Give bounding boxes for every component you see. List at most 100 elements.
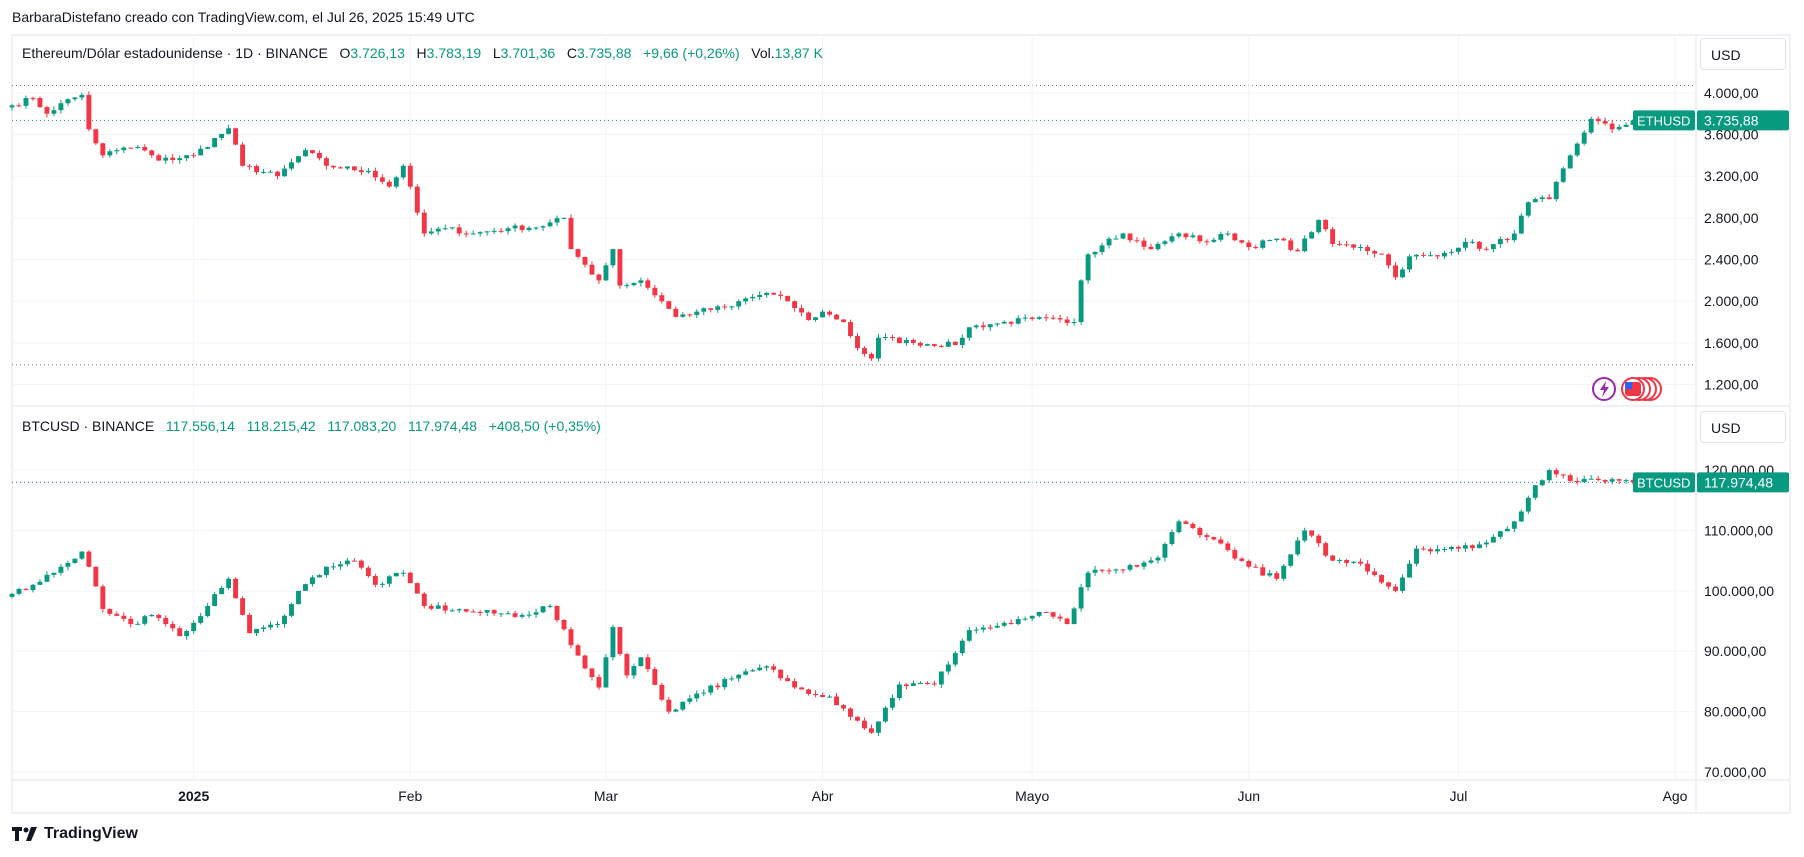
tradingview-brand-label: TradingView [44,825,138,842]
eth-candle-body [1141,240,1147,247]
btc-candle-body [1462,545,1468,549]
eth-candle-body [750,296,756,299]
eth-candle-body [715,306,721,310]
btc-low-value: 117.083,20 [327,418,397,434]
eth-candle-body [1323,219,1329,230]
eth-candle-body [1532,199,1538,203]
eth-candle-body [1588,118,1594,133]
btc-candle-body [1372,571,1378,576]
btc-candle-body [645,657,651,670]
tradingview-logo[interactable]: TradingView [12,825,138,843]
eth-candle-body [247,165,253,167]
eth-candle-body [959,337,965,345]
btc-change-value: +408,50 (+0,35%) [488,418,601,434]
btc-y-tick-label: 70.000,00 [1704,764,1766,780]
x-tick-label: Jul [1449,788,1467,804]
btc-candle-body [554,605,560,620]
btc-candle-body [764,666,770,668]
btc-candle-body [638,657,644,667]
eth-symbol-label[interactable]: Ethereum/Dólar estadounidense · 1D · BIN… [22,45,328,61]
eth-candle-body [806,312,812,320]
eth-candle-body [1050,317,1056,319]
btc-candle-body [1113,569,1119,571]
btc-price-tag: BTCUSD 117.974,48 [1633,472,1789,493]
btc-candle-body [107,608,113,614]
eth-candle-body [855,336,860,349]
eth-candle-body [393,177,399,187]
eth-candle-body [869,353,874,359]
btc-candle-body [1211,537,1217,540]
btc-candle-body [1106,570,1112,572]
btc-candle-body [1015,619,1021,625]
eth-candle-body [1218,233,1224,240]
eth-candle-body [51,110,57,114]
eth-candle-body [771,292,777,295]
eth-candle-body [358,170,364,173]
btc-price-tag-value: 117.974,48 [1704,474,1773,490]
btc-candle-body [491,610,497,614]
btc-candle-body [813,693,819,696]
btc-candle-body [1595,478,1601,481]
eth-y-tick-label: 1.600,00 [1704,335,1759,351]
btc-candle-body [1414,548,1419,564]
btc-candle-body [330,566,336,568]
btc-symbol-label[interactable]: BTCUSD · BINANCE [22,418,155,434]
btc-candle-body [100,586,106,609]
btc-candle-body [1386,582,1391,587]
eth-candle-body [1609,123,1615,130]
btc-candle-body [938,671,944,685]
btc-candle-body [666,699,672,712]
btc-candle-body [1169,532,1175,545]
btc-candle-body [1344,559,1350,563]
eth-candle-body [1001,321,1007,324]
eth-candle-body [792,301,798,309]
eth-candle-body [931,344,937,346]
eth-candle-body [1148,246,1154,250]
btc-candle-body [1120,569,1126,571]
btc-candle-body [582,655,588,669]
btc-candle-body [945,664,951,672]
eth-candle-body [219,133,225,139]
eth-candle-body [708,308,714,310]
btc-candle-body [1197,528,1203,536]
btc-candle-body [156,615,162,618]
btc-candle-body [212,594,218,606]
eth-currency-button[interactable]: USD [1700,38,1786,70]
eth-close-key: C [566,45,577,61]
btc-candle-body [1288,554,1294,566]
eth-candle-body [177,158,183,160]
btc-candle-body [903,684,909,686]
eth-candle-body [694,311,700,315]
btc-currency-button[interactable]: USD [1700,411,1786,443]
btc-candle-body [1448,546,1454,550]
eth-candle-body [1015,318,1021,324]
btc-candle-body [1442,549,1447,551]
btc-candle-body [987,627,993,629]
eth-candle-body [317,152,322,159]
eth-candle-body [1302,238,1308,252]
eth-candle-body [1225,233,1231,235]
x-tick-label: Jun [1238,788,1261,804]
eth-candle-body [645,280,651,288]
btc-y-tick-label: 100.000,00 [1704,583,1774,599]
eth-candle-body [233,128,239,145]
eth-change-value: +9,66 (+0,26%) [643,45,740,61]
btc-candle-body [1190,523,1196,529]
btc-candle-body [1043,611,1049,613]
btc-candle-body [533,612,539,615]
btc-candle-body [303,584,308,591]
btc-candle-body [1232,550,1238,559]
btc-candle-body [268,624,273,628]
btc-candle-body [149,615,155,617]
btc-candle-body [1428,549,1433,552]
btc-candle-body [58,566,64,573]
eth-candle-body [526,227,532,231]
btc-candle-body [435,605,441,609]
btc-candle-body [1162,544,1168,558]
btc-candle-body [1567,475,1573,481]
btc-candle-body [792,681,798,688]
btc-candle-body [226,578,232,588]
eth-candle-body [1064,319,1070,323]
eth-candle-body [303,150,308,157]
